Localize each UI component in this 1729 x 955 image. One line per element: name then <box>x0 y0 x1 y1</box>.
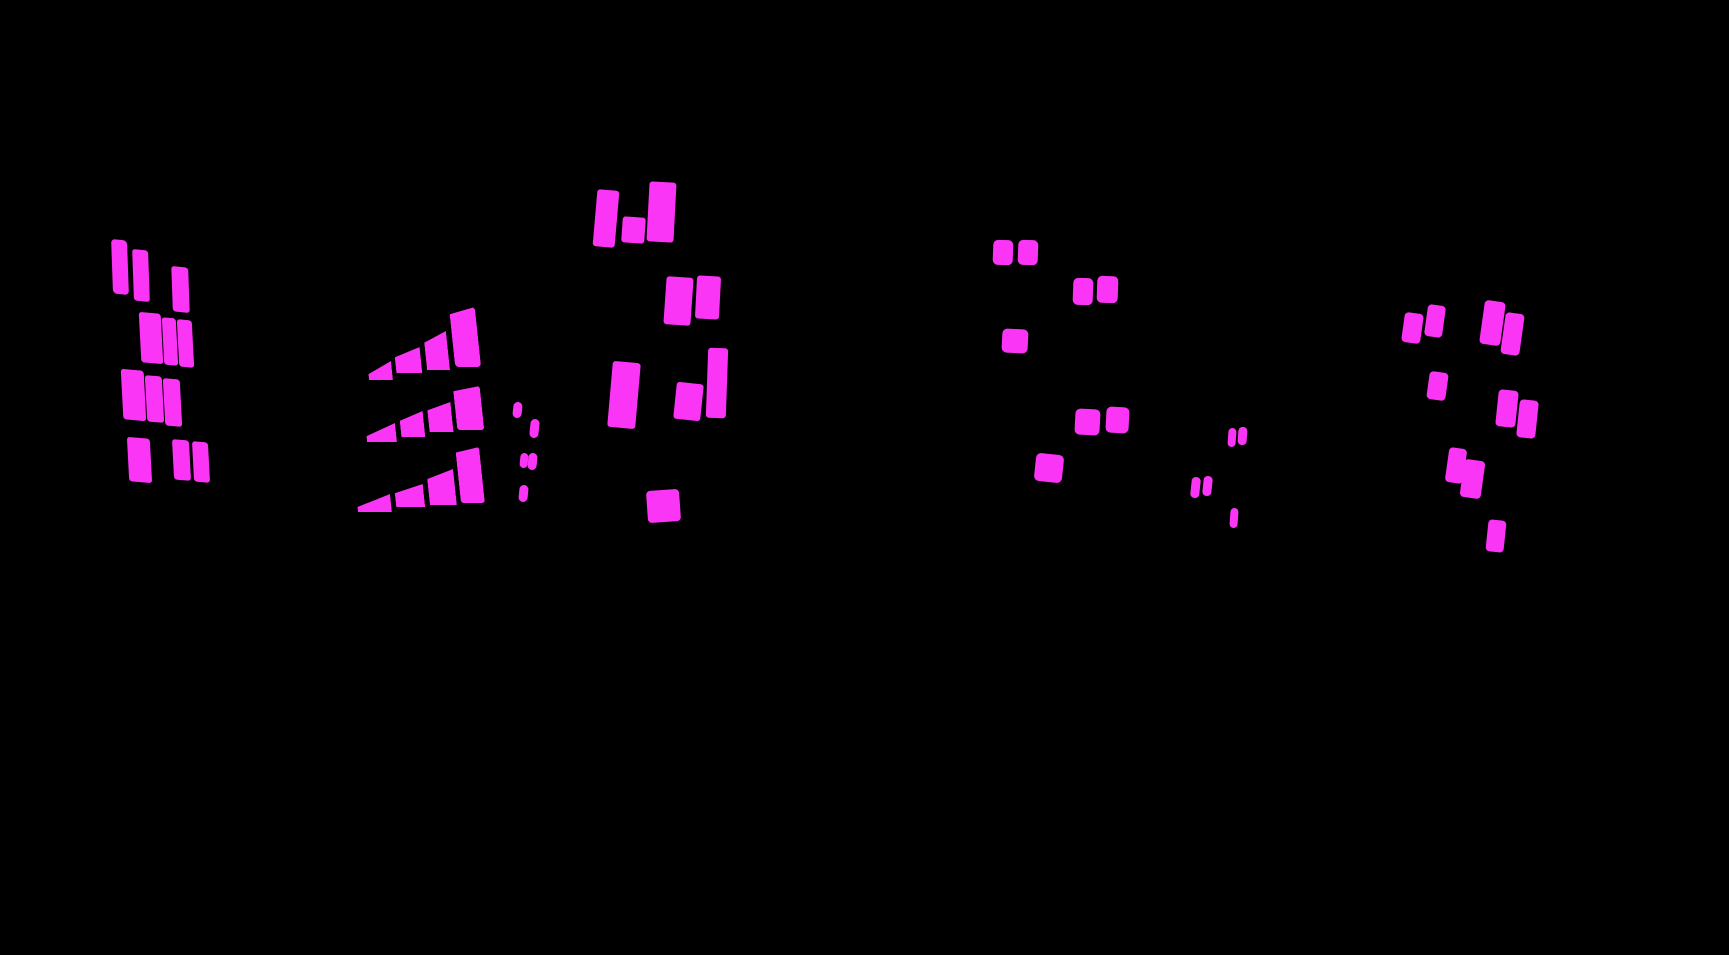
window-mask-small-dots-left-region <box>518 484 529 503</box>
window-mask-right-middle-squares-region <box>1105 406 1130 434</box>
window-mask-left-facade-region <box>120 368 147 422</box>
window-mask-right-facade-region <box>1485 519 1507 553</box>
window-mask-right-facade-region <box>1516 399 1539 439</box>
window-mask-perspective-facade-region <box>423 331 450 370</box>
window-mask-perspective-facade-region <box>453 386 485 430</box>
window-mask-left-facade-region <box>138 311 164 365</box>
window-mask-center-towers-region <box>663 276 694 326</box>
window-mask-right-facade-region <box>1500 311 1525 357</box>
window-mask-perspective-facade-region <box>399 411 426 437</box>
window-mask-left-facade-region <box>132 248 150 303</box>
window-mask-center-towers-region <box>705 347 729 419</box>
window-mask-left-facade-region <box>126 436 153 484</box>
window-mask-left-facade-region <box>191 441 211 483</box>
window-mask-center-towers-region <box>621 216 646 244</box>
window-mask-center-towers-region <box>646 181 677 243</box>
window-mask-left-facade-region <box>176 319 195 368</box>
window-mask-small-dots-right-region <box>1237 426 1248 446</box>
window-mask-small-dots-right-region <box>1229 507 1239 529</box>
window-mask-right-facade-region <box>1459 458 1486 500</box>
window-mask-center-towers-region <box>592 189 620 248</box>
window-mask-left-facade-region <box>162 378 183 427</box>
window-mask-perspective-facade-region <box>426 402 453 432</box>
window-mask-right-middle-squares-region <box>1072 277 1094 306</box>
window-mask-small-dots-right-region <box>1189 476 1202 499</box>
window-mask-right-middle-squares-region <box>1017 239 1039 266</box>
window-mask-left-facade-region <box>144 375 165 423</box>
window-mask-right-facade-region <box>1426 370 1449 402</box>
window-mask-perspective-facade-region <box>426 469 457 505</box>
window-mask-small-dots-left-region <box>527 452 538 471</box>
window-mask-perspective-facade-region <box>367 361 393 380</box>
window-mask-perspective-facade-region <box>356 494 392 512</box>
window-mask-right-middle-squares-region <box>1033 452 1065 484</box>
window-mask-right-facade-region <box>1401 311 1424 345</box>
window-mask-right-facade-region <box>1423 303 1447 339</box>
window-mask-left-facade-region <box>111 238 129 296</box>
window-mask-small-dots-right-region <box>1201 475 1214 497</box>
window-mask-right-middle-squares-region <box>1096 275 1119 304</box>
window-mask-center-towers-region <box>645 488 682 524</box>
window-mask-perspective-facade-region <box>455 447 485 503</box>
window-mask-perspective-facade-region <box>365 423 397 442</box>
window-mask-left-facade-region <box>161 317 179 366</box>
window-mask-perspective-facade-region <box>449 307 481 367</box>
window-mask-right-facade-region <box>1495 389 1519 428</box>
window-mask-right-middle-squares-region <box>992 239 1014 266</box>
window-mask-small-dots-left-region <box>512 401 523 419</box>
window-mask-center-towers-region <box>607 360 641 430</box>
window-mask-small-dots-left-region <box>529 418 540 439</box>
window-mask-center-towers-region <box>673 381 704 422</box>
window-mask-right-middle-squares-region <box>1001 328 1029 354</box>
window-mask-right-middle-squares-region <box>1074 408 1101 436</box>
window-mask-left-facade-region <box>171 439 192 481</box>
window-mask-left-facade-region <box>171 265 190 314</box>
window-mask-center-towers-region <box>694 275 722 320</box>
window-mask-perspective-facade-region <box>394 484 425 507</box>
window-mask-perspective-facade-region <box>394 347 423 373</box>
window-mask-small-dots-right-region <box>1227 427 1237 448</box>
